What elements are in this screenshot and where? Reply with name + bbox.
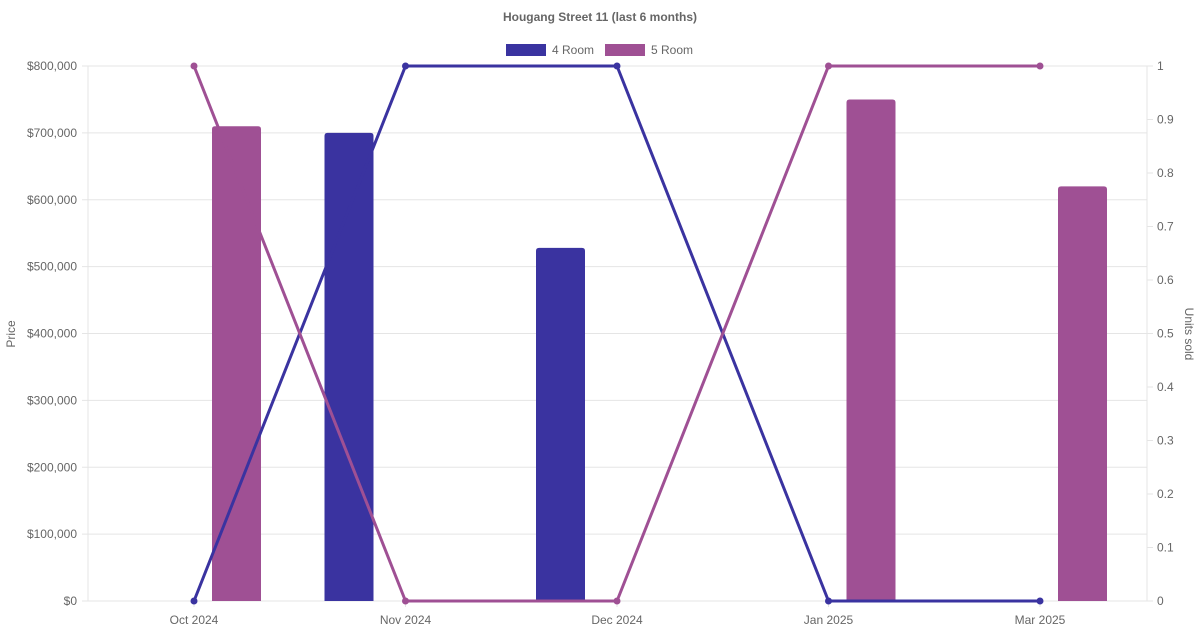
y-axis-right-title: Units sold: [1182, 308, 1196, 361]
y-right-tick-label: 0.4: [1157, 380, 1174, 394]
bar-5-room: [1058, 186, 1107, 601]
bar-4-room: [536, 247, 585, 601]
bar-5-room: [212, 126, 261, 601]
y-left-tick-label: $600,000: [27, 193, 77, 207]
y-left-tick-label: $200,000: [27, 460, 77, 474]
bar-5-room: [846, 99, 896, 601]
line-point-5-room: [190, 62, 198, 70]
legend-swatch-5-room: [605, 44, 645, 56]
bar-series: [212, 99, 1107, 601]
x-tick-label: Nov 2024: [380, 613, 432, 627]
y-left-tick-label: $100,000: [27, 527, 77, 541]
chart-title: Hougang Street 11 (last 6 months): [503, 10, 697, 24]
line-point-5-room: [825, 62, 832, 70]
x-tick-label: Mar 2025: [1015, 613, 1066, 627]
y-right-tick-label: 0.5: [1157, 327, 1174, 341]
legend: 4 Room 5 Room: [506, 43, 693, 57]
y-axis-left-title: Price: [4, 320, 18, 348]
x-axis-ticks: Oct 2024 Nov 2024 Dec 2024 Jan 2025 Mar 2025: [170, 601, 1066, 627]
y-left-tick-label: $400,000: [27, 327, 77, 341]
y-right-tick-label: 0.6: [1157, 273, 1174, 287]
y-left-tick-label: $300,000: [27, 393, 77, 407]
line-point-4-room: [402, 62, 409, 70]
line-point-5-room: [613, 597, 621, 605]
y-left-tick-label: $800,000: [27, 59, 77, 73]
y-right-tick-label: 0.9: [1157, 113, 1174, 127]
line-point-4-room: [825, 597, 832, 605]
x-tick-label: Oct 2024: [170, 613, 219, 627]
y-left-tick-label: $0: [64, 594, 78, 608]
y-right-tick-label: 0.3: [1157, 434, 1174, 448]
x-tick-label: Jan 2025: [804, 613, 854, 627]
right-axis-ticks: 0 0.1 0.2 0.3 0.4 0.5 0.6 0.7 0.8 0.9 1: [1147, 59, 1174, 608]
left-axis-ticks: $0 $100,000 $200,000 $300,000 $400,000 $500,0…: [27, 59, 88, 608]
bar-4-room: [324, 132, 374, 601]
legend-swatch-4-room: [506, 44, 546, 56]
legend-label-4-room[interactable]: 4 Room: [552, 43, 594, 57]
line-point-4-room: [1036, 597, 1044, 605]
x-tick-label: Dec 2024: [591, 613, 643, 627]
legend-label-5-room[interactable]: 5 Room: [651, 43, 693, 57]
y-left-tick-label: $500,000: [27, 260, 77, 274]
y-right-tick-label: 0.7: [1157, 220, 1174, 234]
y-right-tick-label: 0: [1157, 594, 1164, 608]
line-point-5-room: [1036, 62, 1044, 70]
line-point-4-room: [190, 597, 198, 605]
y-right-tick-label: 1: [1157, 59, 1164, 73]
y-right-tick-label: 0.1: [1157, 541, 1174, 555]
line-point-4-room: [613, 62, 621, 70]
y-left-tick-label: $700,000: [27, 126, 77, 140]
y-right-tick-label: 0.8: [1157, 166, 1174, 180]
line-series: [190, 62, 1044, 605]
line-point-5-room: [402, 597, 409, 605]
y-right-tick-label: 0.2: [1157, 487, 1174, 501]
